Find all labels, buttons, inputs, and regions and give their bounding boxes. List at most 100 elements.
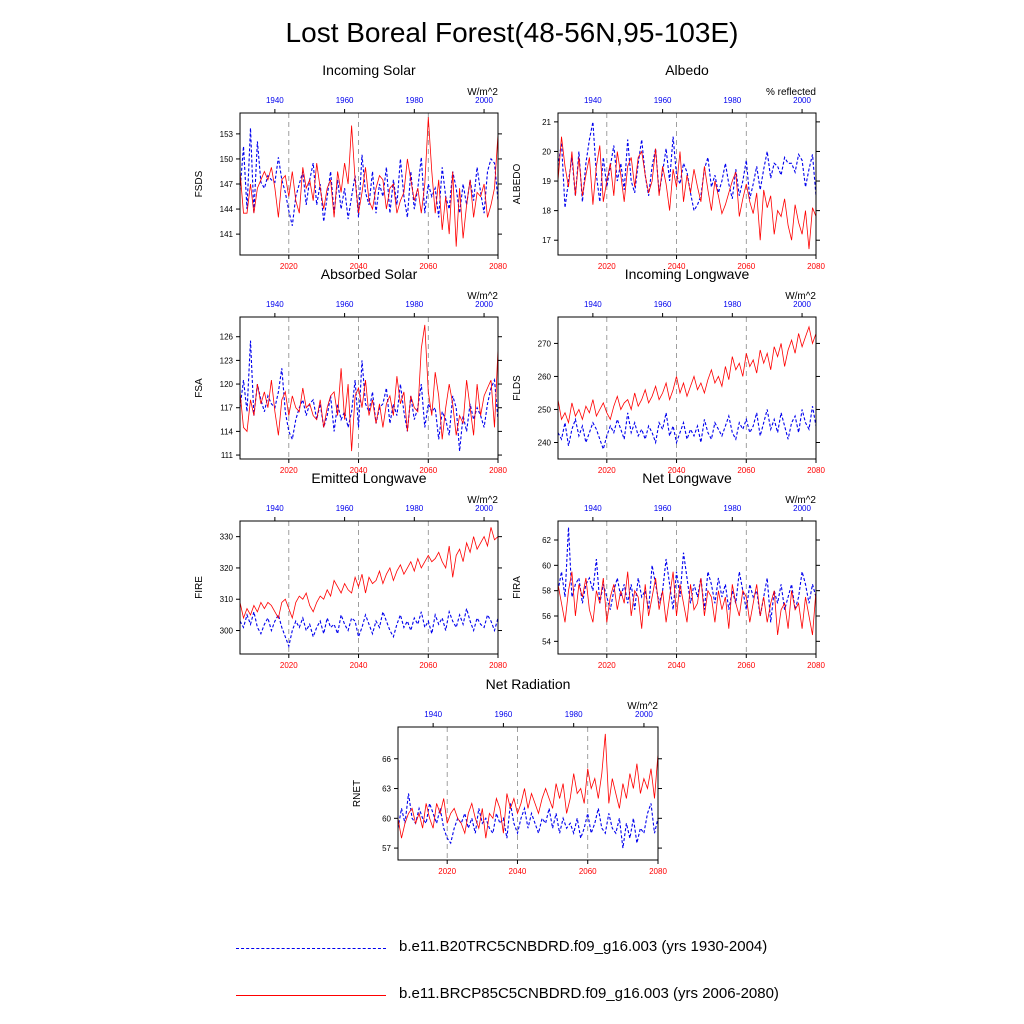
y-tick-label: 19 — [542, 177, 551, 186]
x-tick-label-bottom: 2060 — [737, 466, 755, 475]
y-tick-label: 62 — [542, 536, 551, 545]
x-tick-label-top: 1980 — [405, 96, 423, 105]
x-tick-label-top: 1940 — [584, 504, 602, 513]
panel-incoming-longwave: Incoming Longwave W/m^2 240 250 260 270 2020 20… — [512, 266, 825, 475]
x-tick-label-top: 2000 — [793, 96, 811, 105]
panel-absorbed-solar: Absorbed Solar W/m^2 111 114 117 120 123 126 202… — [194, 266, 507, 475]
y-tick-label: 114 — [220, 427, 233, 436]
y-tick-label: 111 — [221, 451, 234, 460]
y-tick-label: 310 — [220, 595, 234, 604]
x-tick-label-top: 1960 — [336, 300, 354, 309]
x-tick-label-top: 1960 — [654, 96, 672, 105]
y-tick-label: 54 — [542, 637, 551, 646]
plot-frame — [557, 316, 817, 460]
x-tick-label-bottom: 2020 — [438, 867, 456, 876]
y-tick-label: 153 — [220, 130, 234, 139]
x-tick-label-bottom: 2060 — [737, 262, 755, 271]
legend-item-future: b.e11.BRCP85C5CNBDRD.f09_g16.003 (yrs 20… — [236, 985, 936, 1009]
x-tick-label-bottom: 2060 — [737, 661, 755, 670]
panel-title: Incoming Solar — [322, 62, 416, 78]
series-historical — [558, 406, 816, 451]
panel-title: Net Longwave — [642, 470, 732, 486]
x-tick-label-bottom: 2060 — [579, 867, 597, 876]
units-label: % reflected — [766, 87, 816, 98]
y-tick-label: 120 — [220, 380, 234, 389]
series-future — [240, 324, 498, 452]
x-tick-label-bottom: 2060 — [419, 661, 437, 670]
x-tick-label-top: 1940 — [266, 504, 284, 513]
x-tick-label-top: 1940 — [584, 96, 602, 105]
y-tick-label: 250 — [538, 405, 552, 414]
y-tick-label: 17 — [542, 236, 551, 245]
y-tick-label: 20 — [542, 147, 551, 156]
x-tick-label-bottom: 2040 — [668, 262, 686, 271]
y-tick-label: 320 — [220, 564, 234, 573]
series-future — [558, 325, 816, 425]
y-tick-label: 126 — [220, 333, 234, 342]
panel-title: Absorbed Solar — [321, 266, 418, 282]
x-tick-label-bottom: 2060 — [419, 466, 437, 475]
y-tick-label: 60 — [382, 814, 391, 823]
plot-frame — [239, 112, 499, 256]
series-future — [558, 571, 816, 636]
x-tick-label-top: 1940 — [584, 300, 602, 309]
units-label: W/m^2 — [785, 495, 816, 506]
y-axis-label: FLDS — [512, 375, 523, 401]
units-label: W/m^2 — [785, 291, 816, 302]
panel-incoming-solar: Incoming Solar W/m^2 141 144 147 150 153 2020 20… — [194, 62, 507, 271]
units-label: W/m^2 — [627, 701, 658, 712]
y-tick-label: 330 — [220, 533, 234, 542]
x-tick-label-bottom: 2080 — [489, 262, 507, 271]
x-tick-label-bottom: 2080 — [489, 661, 507, 670]
figure-title: Lost Boreal Forest(48-56N,95-103E) — [286, 17, 739, 48]
y-axis-label: RNET — [352, 780, 363, 807]
x-tick-label-bottom: 2020 — [598, 262, 616, 271]
x-tick-label-bottom: 2020 — [280, 661, 298, 670]
x-tick-label-bottom: 2020 — [280, 466, 298, 475]
y-tick-label: 117 — [220, 404, 233, 413]
x-tick-label-top: 1980 — [723, 504, 741, 513]
x-tick-label-top: 1940 — [266, 300, 284, 309]
x-tick-label-bottom: 2060 — [419, 262, 437, 271]
x-tick-label-top: 1980 — [565, 710, 583, 719]
plot-frame — [557, 520, 817, 655]
y-tick-label: 147 — [220, 180, 234, 189]
x-tick-label-bottom: 2040 — [350, 466, 368, 475]
legend-label-historical: b.e11.B20TRC5CNBDRD.f09_g16.003 (yrs 193… — [399, 938, 768, 955]
x-tick-label-bottom: 2020 — [280, 262, 298, 271]
x-tick-label-top: 1980 — [723, 300, 741, 309]
x-tick-label-top: 2000 — [635, 710, 653, 719]
panel-net-radiation: Net Radiation W/m^2 57 60 63 66 2020 2040 2060 20… — [352, 676, 667, 876]
panel-title: Net Radiation — [486, 676, 571, 692]
x-tick-label-top: 1960 — [654, 504, 672, 513]
legend-label-future: b.e11.BRCP85C5CNBDRD.f09_g16.003 (yrs 20… — [399, 985, 779, 1002]
x-tick-label-top: 2000 — [793, 300, 811, 309]
y-axis-label: FIRE — [194, 576, 205, 599]
legend-swatch-historical — [236, 948, 386, 949]
x-tick-label-bottom: 2080 — [649, 867, 667, 876]
units-label: W/m^2 — [467, 291, 498, 302]
series-historical — [558, 121, 816, 213]
plot-frame — [239, 520, 499, 655]
y-tick-label: 60 — [542, 561, 551, 570]
series-future — [398, 733, 658, 839]
legend-item-historical: b.e11.B20TRC5CNBDRD.f09_g16.003 (yrs 193… — [236, 938, 936, 962]
y-axis-label: ALBEDO — [512, 163, 523, 204]
x-tick-label-top: 1980 — [723, 96, 741, 105]
panel-title: Emitted Longwave — [311, 470, 426, 486]
x-tick-label-top: 2000 — [475, 96, 493, 105]
y-tick-label: 150 — [220, 155, 234, 164]
series-future — [558, 136, 816, 250]
series-historical — [240, 127, 498, 226]
y-axis-label: FIRA — [512, 576, 523, 599]
x-tick-label-bottom: 2040 — [350, 262, 368, 271]
y-tick-label: 260 — [538, 372, 552, 381]
series-historical — [398, 793, 658, 849]
y-tick-label: 240 — [538, 438, 552, 447]
x-tick-label-bottom: 2080 — [489, 466, 507, 475]
y-tick-label: 63 — [382, 785, 391, 794]
y-tick-label: 66 — [382, 755, 391, 764]
x-tick-label-bottom: 2020 — [598, 466, 616, 475]
